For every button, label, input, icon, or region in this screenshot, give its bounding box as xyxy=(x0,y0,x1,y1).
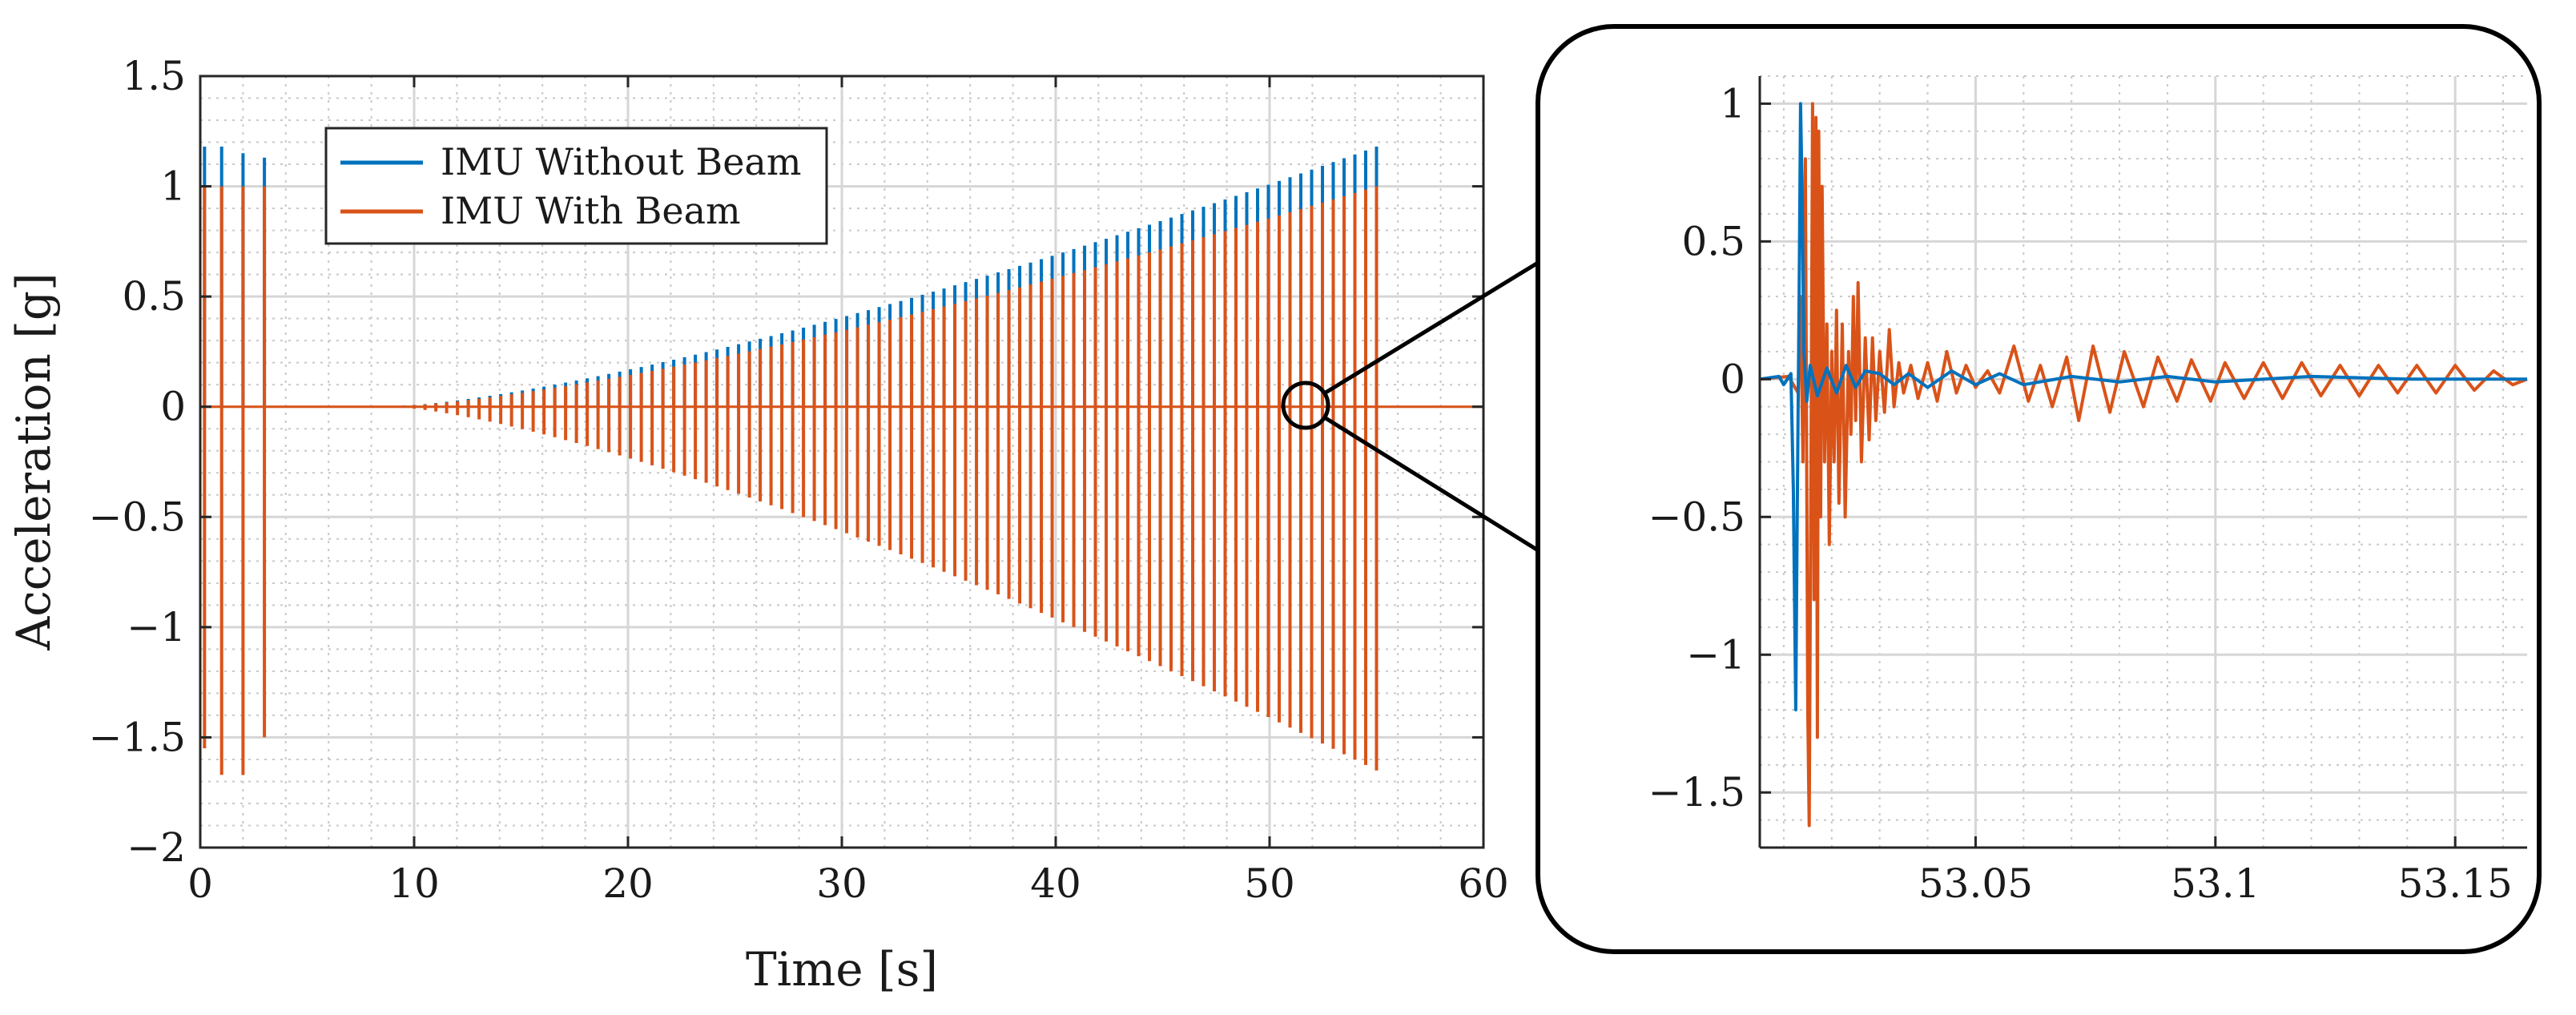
main-x-tick-label: 40 xyxy=(1030,860,1081,907)
inset-y-tick-label: 0.5 xyxy=(1681,218,1745,264)
inset-y-tick-label: −1.5 xyxy=(1648,769,1745,816)
legend-box xyxy=(324,127,828,245)
zoom-connector-bottom xyxy=(1324,416,1544,555)
main-plot: 0 10 20 30 40 50 60 1.5 1 0.5 0 −0.5 −1 −1.5 −2 Time … xyxy=(6,53,1544,997)
main-x-tick-label: 50 xyxy=(1244,860,1295,907)
main-x-tick-label: 30 xyxy=(816,860,867,907)
inset-plot: 53.05 53.1 53.15 1 0.5 0 −0.5 −1 −1.5 xyxy=(1536,24,2542,954)
main-y-tick-label: 1 xyxy=(160,163,186,210)
main-y-tick-labels: 1.5 1 0.5 0 −0.5 −1 −1.5 −2 xyxy=(89,53,186,871)
main-ticks xyxy=(199,75,1485,849)
inset-x-tick-labels: 53.05 53.1 53.15 xyxy=(1918,860,2513,907)
legend-label-with-beam: IMU With Beam xyxy=(441,189,741,232)
zoom-marker-circle xyxy=(1281,381,1330,430)
inset-ticks xyxy=(1760,102,2457,848)
main-series xyxy=(200,147,1483,775)
inset-y-tick-label: 1 xyxy=(1720,80,1745,127)
zoom-connector-top xyxy=(1324,258,1544,395)
inset-line-imu-without-beam xyxy=(1759,102,2527,711)
inset-x-tick-label: 53.1 xyxy=(2171,860,2260,907)
main-y-tick-label: −1 xyxy=(127,604,186,650)
main-x-tick-label: 20 xyxy=(602,860,654,907)
main-x-axis-label: Time [s] xyxy=(746,942,938,997)
main-x-tick-label: 60 xyxy=(1458,860,1509,907)
main-y-tick-label: 1.5 xyxy=(122,53,186,99)
main-y-tick-label: −1.5 xyxy=(89,714,186,760)
main-y-tick-label: −0.5 xyxy=(89,493,186,540)
main-x-tick-label: 10 xyxy=(388,860,440,907)
main-y-tick-label: −2 xyxy=(127,824,186,871)
inset-y-tick-label: −1 xyxy=(1686,631,1745,678)
main-y-tick-label: 0.5 xyxy=(122,273,186,320)
main-y-axis-label: Acceleration [g] xyxy=(6,272,61,650)
main-y-tick-label: 0 xyxy=(160,384,186,430)
inset-line-imu-with-beam xyxy=(1759,102,2528,828)
main-x-tick-label: 0 xyxy=(187,860,213,907)
inset-series xyxy=(1759,102,2528,828)
inset-x-tick-label: 53.15 xyxy=(2398,860,2513,907)
legend-label-without-beam: IMU Without Beam xyxy=(441,140,801,183)
inset-frame xyxy=(1536,24,2542,954)
inset-y-tick-labels: 1 0.5 0 −0.5 −1 −1.5 xyxy=(1648,80,1745,816)
inset-y-tick-label: −0.5 xyxy=(1648,493,1745,540)
inset-x-tick-label: 53.05 xyxy=(1918,860,2033,907)
inset-y-tick-label: 0 xyxy=(1720,356,1745,402)
main-x-tick-labels: 0 10 20 30 40 50 60 xyxy=(187,860,1509,907)
legend: IMU Without Beam IMU With Beam xyxy=(324,127,828,245)
